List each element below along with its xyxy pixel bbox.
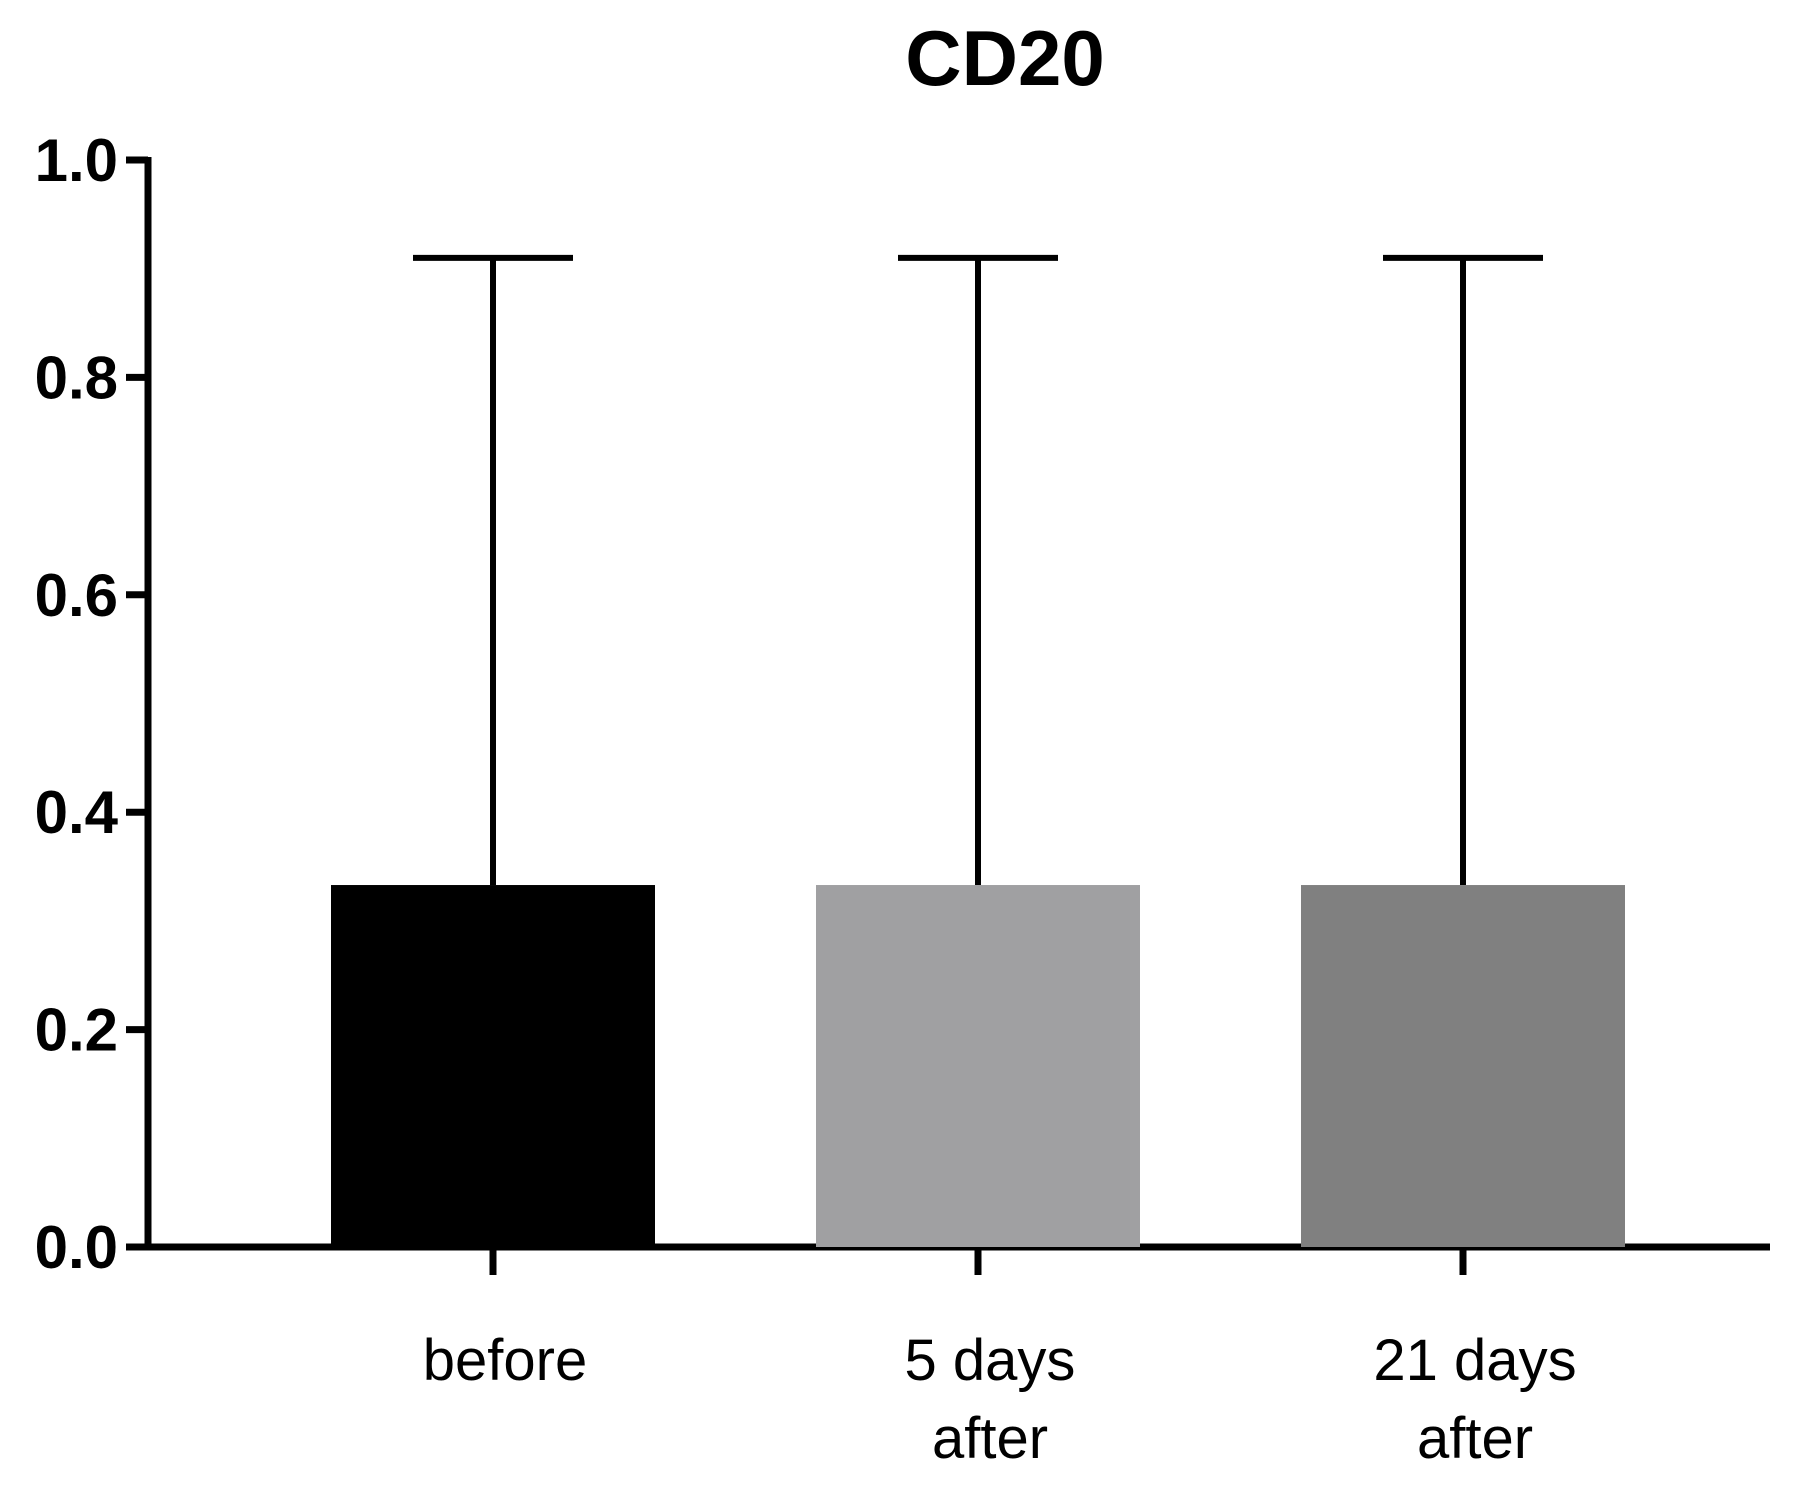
x-tick-label: before xyxy=(423,1328,587,1393)
x-tick-label-line: before xyxy=(423,1328,587,1393)
x-tick-label-line: 21 days xyxy=(1373,1328,1576,1393)
x-tick-label-line: after xyxy=(932,1406,1048,1471)
x-axis-ticks: before 5 days after 21 days after xyxy=(423,1247,1577,1471)
y-axis-ticks: 0.0 0.2 0.4 0.6 0.8 1.0 xyxy=(35,127,148,1281)
y-tick-label: 0.0 xyxy=(35,1214,118,1281)
bar xyxy=(331,885,655,1247)
y-tick-label: 1.0 xyxy=(35,127,118,194)
bars xyxy=(331,885,1625,1247)
y-tick-label: 0.2 xyxy=(35,997,118,1064)
x-tick-label-line: after xyxy=(1417,1406,1533,1471)
chart-title: CD20 xyxy=(905,14,1104,102)
y-tick-label: 0.6 xyxy=(35,562,118,629)
y-tick-label: 0.4 xyxy=(35,779,119,846)
y-tick-label: 0.8 xyxy=(35,344,118,411)
x-tick-label: 21 days after xyxy=(1373,1328,1576,1471)
x-tick-label-line: 5 days xyxy=(905,1328,1076,1393)
bar xyxy=(1301,885,1625,1247)
bar xyxy=(816,885,1140,1247)
x-tick-label: 5 days after xyxy=(905,1328,1076,1471)
error-bars xyxy=(413,254,1543,886)
